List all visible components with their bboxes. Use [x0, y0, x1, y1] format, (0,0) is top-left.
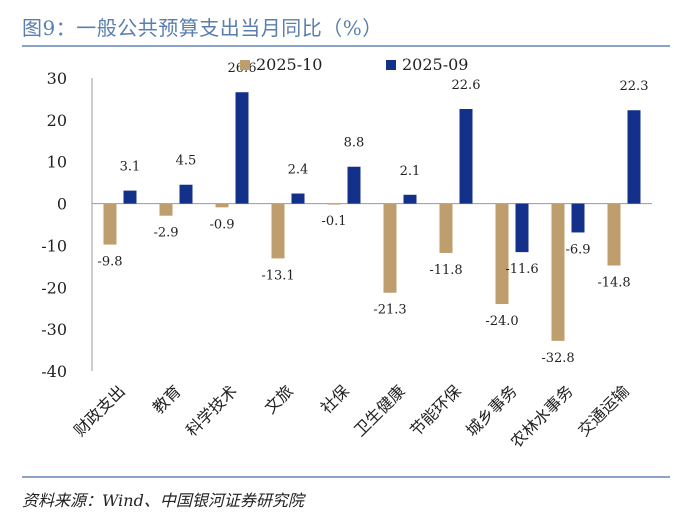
data-label: 22.6	[452, 78, 481, 93]
bar-series-a	[439, 203, 453, 253]
bar-series-a	[383, 203, 397, 293]
data-label: -32.8	[541, 351, 574, 366]
title-divider	[22, 45, 670, 47]
data-label: -0.9	[209, 217, 234, 232]
y-tick-label: 20	[47, 111, 67, 130]
data-label: -11.8	[429, 263, 462, 278]
category-label: 节能环保	[406, 381, 465, 440]
data-label: 22.3	[620, 79, 649, 94]
data-label: 2.4	[288, 163, 309, 178]
legend-swatch	[240, 60, 250, 70]
source-note: 资料来源：Wind、中国银河证券研究院	[22, 491, 304, 510]
data-label: -2.9	[153, 226, 178, 241]
y-tick-label: -30	[41, 320, 67, 339]
data-label: -13.1	[261, 268, 294, 283]
data-label: -24.0	[485, 314, 518, 329]
bar-series-b	[515, 203, 529, 253]
data-label: 4.5	[176, 154, 197, 169]
data-label: -0.1	[321, 214, 346, 229]
bar-series-b	[403, 194, 417, 204]
bar-series-a	[103, 203, 117, 245]
bar-series-a	[551, 203, 565, 341]
category-label: 交通运输	[574, 381, 633, 440]
category-label: 社保	[317, 381, 353, 417]
bar-series-b	[627, 110, 641, 204]
data-label: -21.3	[373, 303, 406, 318]
category-label: 教育	[149, 381, 185, 417]
bar-series-a	[271, 203, 285, 259]
legend-label: 2025-10	[256, 55, 322, 74]
data-label: -6.9	[565, 242, 590, 257]
bar-series-a	[327, 203, 341, 205]
data-label: -9.8	[97, 255, 122, 270]
footer-divider	[22, 476, 670, 478]
data-label: 2.1	[400, 164, 421, 179]
bar-series-b	[179, 184, 193, 204]
legend-swatch	[386, 60, 396, 70]
legend-label: 2025-09	[402, 55, 468, 74]
bar-series-a	[215, 203, 229, 208]
y-tick-label: -10	[41, 236, 67, 255]
bar-series-a	[159, 203, 173, 216]
y-tick-label: 10	[47, 153, 67, 172]
category-label: 文旅	[261, 381, 297, 417]
data-label: -11.6	[505, 262, 538, 277]
y-tick-label: 30	[47, 69, 67, 88]
bar-series-a	[495, 203, 509, 305]
data-label: -14.8	[597, 276, 630, 291]
bar-series-b	[123, 190, 137, 204]
y-tick-label: 0	[57, 195, 67, 214]
bar-series-a	[607, 203, 621, 266]
bar-series-b	[235, 92, 249, 204]
category-label: 卫生健康	[350, 381, 409, 440]
bar-series-b	[571, 203, 585, 233]
data-label: 3.1	[120, 160, 141, 175]
bar-series-b	[347, 166, 361, 204]
category-label: 城乡事务	[462, 381, 521, 440]
category-label: 科学技术	[182, 381, 241, 440]
category-label: 财政支出	[70, 381, 129, 440]
bar-series-b	[459, 108, 473, 204]
bar-series-b	[291, 193, 305, 204]
y-tick-label: -20	[41, 278, 67, 297]
data-label: 8.8	[344, 136, 365, 151]
y-tick-label: -40	[41, 362, 67, 381]
page-title: 图9：一般公共预算支出当月同比（%）	[22, 16, 383, 40]
